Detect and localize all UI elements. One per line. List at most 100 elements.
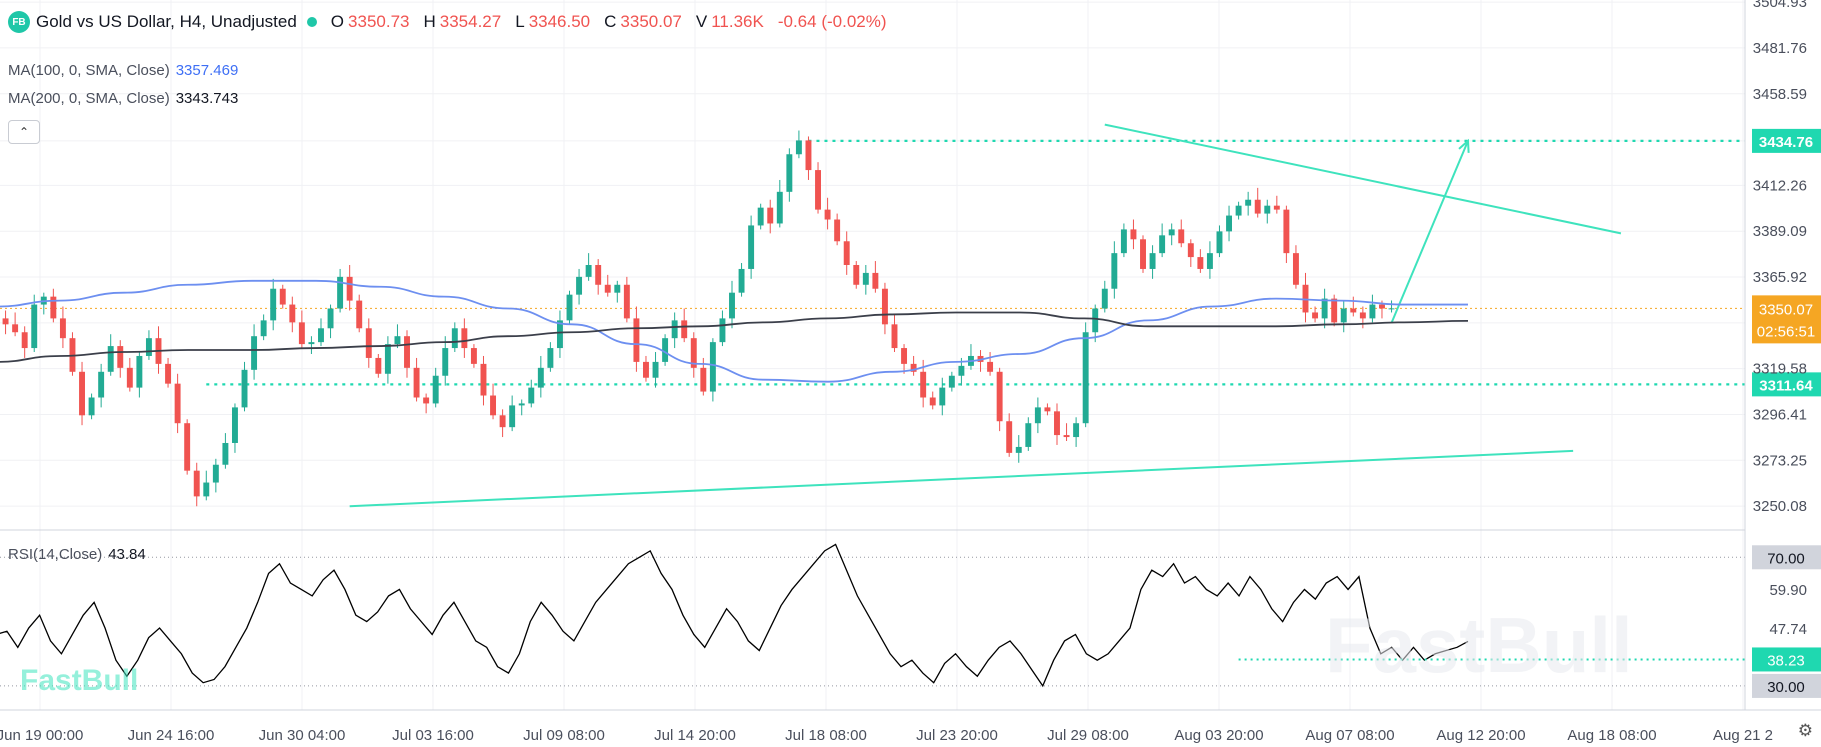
candle-up <box>1264 205 1271 214</box>
candle-up <box>585 265 592 277</box>
watermark-small: FastBull <box>20 664 138 697</box>
candle-down <box>1140 239 1146 269</box>
candle-up <box>786 154 793 192</box>
candle-down <box>117 346 124 368</box>
candle-down <box>690 338 697 368</box>
time-tick-label: Aug 18 08:00 <box>1567 727 1656 744</box>
candle-up <box>1034 407 1041 424</box>
candle-up <box>528 387 535 404</box>
candle-up <box>1111 253 1118 289</box>
high-value: 3354.27 <box>439 12 502 31</box>
ma200-legend[interactable]: MA(200, 0, SMA, Close) 3343.743 <box>8 90 238 107</box>
candle-up <box>518 403 525 406</box>
candle-up <box>1168 229 1175 236</box>
candle-down <box>910 363 917 372</box>
candle-up <box>614 284 621 293</box>
ma200-line <box>0 311 1469 363</box>
candle-down <box>824 209 831 220</box>
candle-up <box>1388 308 1395 310</box>
candle-down <box>404 336 410 368</box>
price-tick-label: 3481.76 <box>1753 40 1807 57</box>
current-price-tag <box>1752 295 1821 344</box>
candle-down <box>604 284 611 293</box>
price-tick-label: 3504.93 <box>1753 0 1807 11</box>
candle-up <box>1082 332 1089 424</box>
rsi-current-label: 38.23 <box>1767 652 1805 669</box>
candle-down <box>165 363 172 384</box>
candle-down <box>461 328 468 349</box>
candle-up <box>566 294 573 321</box>
candle-up <box>231 407 238 443</box>
chevron-up-icon: ⌃ <box>18 125 30 139</box>
rsi-tick-label: 59.90 <box>1769 582 1807 599</box>
watermarks: FastBull FastBull <box>20 601 1633 697</box>
candle-down <box>1331 298 1338 323</box>
candle-down <box>1292 253 1299 285</box>
ma100-value: 3357.469 <box>175 62 239 79</box>
candle-down <box>1359 312 1366 319</box>
candle-down <box>470 348 477 364</box>
candle-down <box>633 318 640 362</box>
gear-icon[interactable]: ⚙ <box>1797 721 1813 740</box>
time-tick-label: Aug 07 08:00 <box>1305 727 1394 744</box>
candle-down <box>1254 199 1261 214</box>
candle-down <box>595 265 602 285</box>
candle-down <box>1312 312 1319 319</box>
candle-up <box>1235 205 1242 216</box>
candle-up <box>31 304 38 349</box>
rsi-line <box>0 543 1469 688</box>
lower-trendline <box>349 449 1574 508</box>
candle-up <box>308 342 315 345</box>
ma200-value: 3343.743 <box>175 90 239 107</box>
candle-up <box>88 397 95 416</box>
candle-down <box>59 318 66 339</box>
candle-up <box>547 348 554 368</box>
price-tick-label: 3273.25 <box>1753 452 1807 469</box>
symbol-title[interactable]: Gold vs US Dollar, H4, Unadjusted <box>36 12 297 31</box>
candle-down <box>375 357 382 374</box>
price-tick-label: 3250.08 <box>1753 498 1807 515</box>
time-tick-label: Jul 23 20:00 <box>916 727 998 744</box>
candle-down <box>681 320 688 339</box>
candle-up <box>862 272 869 285</box>
level-price-label: 3311.64 <box>1759 377 1813 394</box>
candle-up <box>1073 423 1080 438</box>
candle-up <box>1015 446 1022 453</box>
time-tick-label: Aug 21 2 <box>1713 727 1773 744</box>
ma100-legend[interactable]: MA(100, 0, SMA, Close) 3357.469 <box>8 62 238 79</box>
rsi-level-label: 30.00 <box>1767 679 1805 696</box>
candle-down <box>79 371 85 416</box>
candle-up <box>1245 199 1252 206</box>
candle-down <box>700 367 707 392</box>
candle-down <box>1063 435 1070 438</box>
low-label: L <box>515 12 525 31</box>
candle-down <box>623 284 630 319</box>
candle-down <box>12 324 19 333</box>
candle-down <box>881 288 888 325</box>
target-arrow <box>1390 140 1469 324</box>
candle-up <box>671 320 678 339</box>
candle-up <box>1206 253 1213 269</box>
candle-down <box>1350 308 1357 313</box>
candle-up <box>719 318 726 343</box>
candle-up <box>1321 298 1328 319</box>
volume-value: 11.36K <box>711 12 764 31</box>
candle-up <box>738 268 745 293</box>
level-price-tag <box>1752 372 1821 397</box>
candle-up <box>1369 304 1376 319</box>
candle-down <box>920 371 927 398</box>
candle-down <box>356 300 363 329</box>
time-tick-label: Jun 24 16:00 <box>128 727 215 744</box>
level-price-tag <box>1752 128 1821 153</box>
candle-up <box>337 276 344 309</box>
low-value: 3346.50 <box>528 12 591 31</box>
collapse-legend-button[interactable]: ⌃ <box>8 120 40 144</box>
rsi-legend[interactable]: RSI(14,Close) 43.84 <box>8 546 146 563</box>
time-tick-label: Jul 09 08:00 <box>523 727 605 744</box>
rsi-label: RSI(14,Close) <box>8 546 103 563</box>
upper-trendline <box>1104 123 1622 235</box>
price-tick-label: 3296.41 <box>1753 406 1807 423</box>
candle-up <box>251 336 258 370</box>
